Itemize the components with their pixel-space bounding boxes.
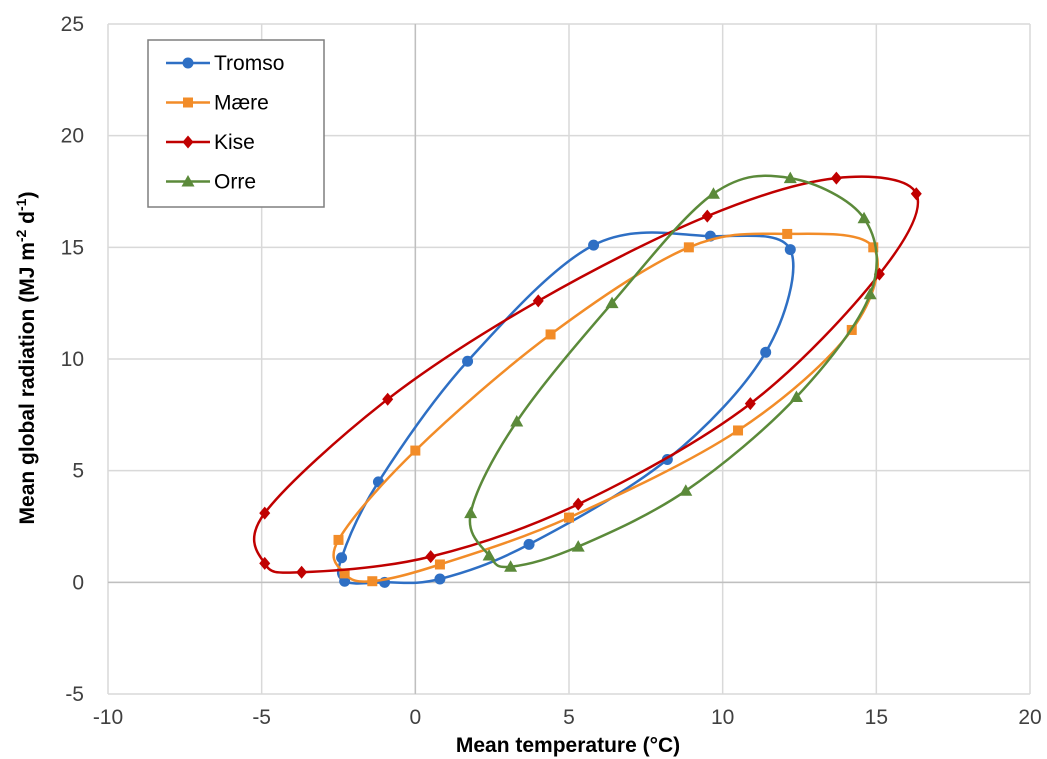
data-point-orre	[679, 484, 693, 496]
y-tick-label: 10	[61, 348, 84, 371]
legend-marker-tromso	[182, 57, 194, 69]
data-point-orre	[863, 287, 877, 300]
x-tick-label: 10	[711, 706, 734, 729]
data-point-tromso	[784, 244, 796, 256]
x-tick-label: -10	[93, 706, 123, 729]
data-point-m-re	[868, 242, 879, 253]
legend-item-orre: Orre	[166, 171, 256, 194]
data-point-m-re	[564, 512, 574, 523]
data-point-m-re	[333, 534, 344, 545]
tick-labels: -10 -5 0 5 10 15 20 -5 0 5 10 15 20 25	[61, 13, 1042, 729]
y-tick-label: 15	[61, 236, 84, 259]
series-orre	[464, 171, 879, 572]
data-point-kise	[744, 397, 756, 411]
data-point-kise	[910, 187, 922, 201]
legend: Tromso Mære Kise Orre	[147, 39, 325, 208]
x-tick-label: -5	[252, 706, 271, 729]
data-point-kise	[830, 171, 842, 185]
data-point-kise	[296, 565, 308, 579]
data-point-orre	[510, 415, 524, 427]
data-point-tromso	[339, 575, 351, 587]
y-tick-label: 25	[61, 13, 84, 36]
y-axis-title-sup1: -2	[13, 229, 29, 242]
legend-marker-m-re	[183, 97, 193, 108]
data-point-orre	[482, 549, 496, 561]
data-point-orre	[789, 390, 803, 402]
data-point-tromso	[588, 239, 600, 251]
data-point-m-re	[545, 329, 556, 340]
data-point-tromso	[760, 346, 772, 358]
y-tick-label: 0	[72, 571, 84, 594]
y-axis-title-part2: d	[16, 211, 39, 230]
legend-label-tromso: Tromso	[214, 52, 284, 75]
y-tick-label: 20	[61, 125, 84, 148]
data-point-m-re	[410, 445, 421, 456]
data-point-kise	[701, 209, 713, 223]
legend-marker-kise	[182, 135, 194, 149]
legend-item-m-re: Mære	[166, 92, 269, 115]
data-point-m-re	[782, 228, 793, 239]
legend-marker-orre	[181, 175, 195, 187]
x-tick-label: 15	[865, 706, 888, 729]
data-point-kise	[425, 550, 437, 564]
series-kise	[253, 171, 922, 579]
data-point-orre	[464, 506, 478, 519]
data-point-orre	[706, 187, 720, 199]
legend-label-m-re: Mære	[214, 92, 269, 115]
y-tick-label: -5	[65, 683, 84, 706]
data-point-orre	[605, 296, 619, 309]
data-point-tromso	[462, 355, 474, 367]
data-point-m-re	[434, 559, 445, 570]
x-tick-label: 5	[563, 706, 575, 729]
data-point-orre	[571, 540, 585, 552]
data-point-orre	[783, 171, 797, 184]
data-point-m-re	[339, 568, 350, 579]
x-tick-label: 0	[409, 706, 421, 729]
data-point-kise	[259, 556, 271, 570]
y-tick-label: 5	[72, 460, 84, 483]
data-point-kise	[259, 506, 271, 520]
data-point-tromso	[523, 538, 535, 550]
data-point-m-re	[733, 425, 744, 436]
data-point-kise	[572, 497, 584, 511]
data-point-tromso	[434, 573, 446, 585]
data-point-tromso	[336, 552, 348, 564]
x-axis-title: Mean temperature (°C)	[456, 734, 680, 757]
legend-label-kise: Kise	[214, 131, 255, 154]
series-group	[253, 171, 922, 588]
data-point-m-re	[367, 576, 378, 587]
y-axis-title: Mean global radiation (MJ m-2 d-1)	[13, 192, 39, 525]
y-axis-title-part3: )	[16, 192, 39, 199]
legend-item-kise: Kise	[166, 131, 255, 154]
data-point-orre	[504, 560, 518, 572]
data-point-kise	[382, 392, 394, 406]
data-point-m-re	[683, 242, 694, 253]
legend-box	[147, 39, 325, 208]
y-axis-title-part1: Mean global radiation (MJ m	[16, 242, 39, 524]
data-point-kise	[532, 294, 544, 308]
data-point-orre	[857, 211, 871, 224]
y-axis-title-sup2: -1	[13, 198, 29, 211]
legend-label-orre: Orre	[214, 171, 256, 194]
legend-item-tromso: Tromso	[166, 52, 284, 75]
x-tick-label: 20	[1018, 706, 1041, 729]
